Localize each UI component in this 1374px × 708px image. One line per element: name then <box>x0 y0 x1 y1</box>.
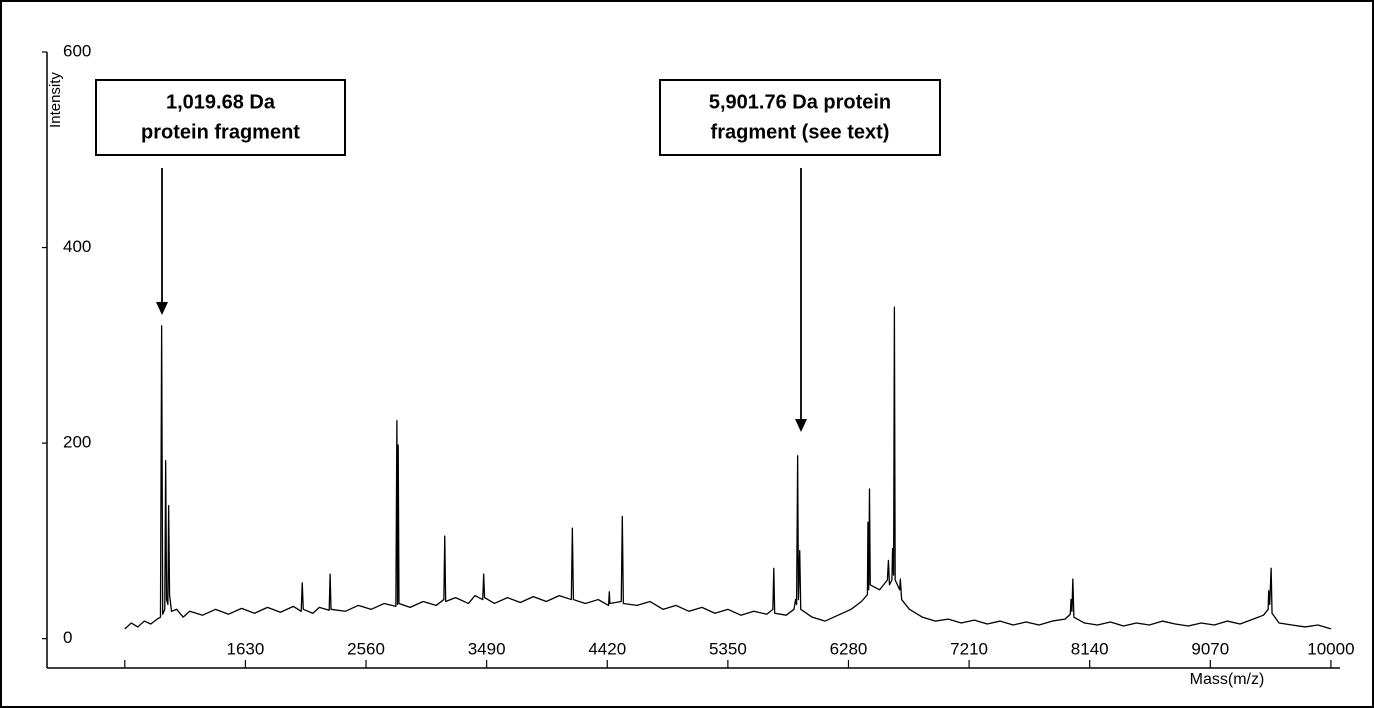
y-axis-title: Intensity <box>47 72 64 128</box>
x-tick-label: 2560 <box>347 639 385 658</box>
x-axis-title: Mass(m/z) <box>1190 671 1265 688</box>
annotation-arrowhead <box>795 419 807 432</box>
x-tick-label: 10000 <box>1307 639 1354 658</box>
annotation-box <box>659 79 941 156</box>
annotation-text: protein fragment <box>141 121 300 143</box>
x-tick-label: 1630 <box>227 639 265 658</box>
y-tick-label: 600 <box>63 41 91 60</box>
x-tick-label: 4420 <box>588 639 626 658</box>
annotation-text: fragment (see text) <box>711 121 890 143</box>
x-tick-label: 9070 <box>1191 639 1229 658</box>
x-tick-label: 7210 <box>950 639 988 658</box>
annotation-arrowhead <box>156 302 168 315</box>
y-tick-label: 200 <box>63 433 91 452</box>
annotation-text: 5,901.76 Da protein <box>709 91 891 113</box>
x-tick-label: 3490 <box>468 639 506 658</box>
x-tick-label: 5350 <box>709 639 747 658</box>
annotation-box <box>95 79 346 156</box>
y-tick-label: 400 <box>63 237 91 256</box>
x-tick-label: 8140 <box>1071 639 1109 658</box>
spectrum-line <box>124 306 1332 630</box>
y-tick-label: 0 <box>63 628 72 647</box>
annotation-text: 1,019.68 Da <box>166 91 276 113</box>
x-tick-label: 6280 <box>830 639 868 658</box>
